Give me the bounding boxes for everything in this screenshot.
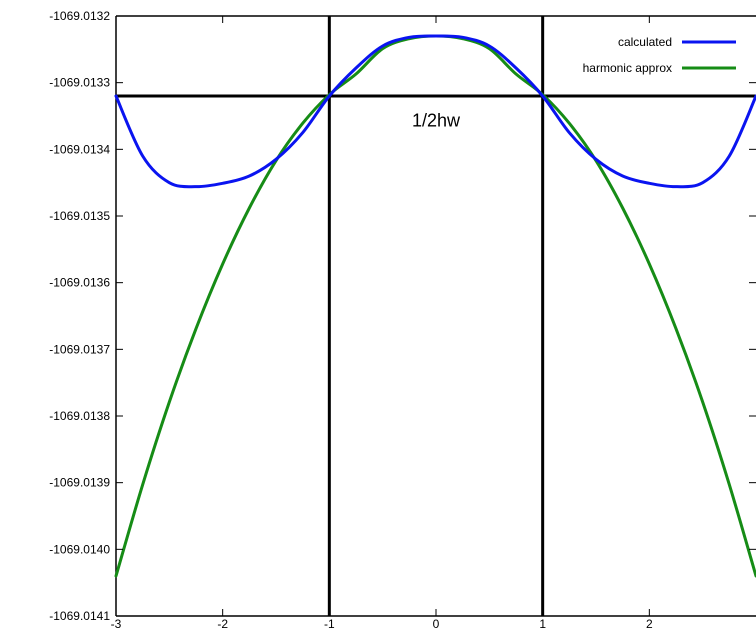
legend-label: calculated <box>618 35 672 49</box>
y-tick-label: -1069.0141 <box>49 609 110 623</box>
x-tick-label: -2 <box>217 617 228 630</box>
annotation-layer: 1/2hw <box>412 111 461 131</box>
plot-frame <box>115 15 756 617</box>
x-tick-label: -1 <box>324 617 335 630</box>
y-tick-label: -1069.0136 <box>49 276 110 290</box>
x-tick-label: 0 <box>433 617 440 630</box>
x-tick-label: 1 <box>539 617 546 630</box>
legend: calculated harmonic approx <box>583 35 736 75</box>
x-axis: -3 -2 -1 0 1 2 <box>111 16 653 630</box>
y-tick-label: -1069.0139 <box>49 476 110 490</box>
x-tick-label: -3 <box>111 617 122 630</box>
y-tick-label: -1069.0137 <box>49 342 110 356</box>
series-layer <box>114 34 756 578</box>
reference-lines <box>116 16 756 616</box>
y-tick-label: -1069.0138 <box>49 409 110 423</box>
y-tick-label: -1069.0140 <box>49 542 110 556</box>
annotation-label: 1/2hw <box>412 111 461 131</box>
y-tick-label: -1069.0132 <box>49 9 110 23</box>
y-tick-label: -1069.0135 <box>49 209 110 223</box>
y-tick-label: -1069.0134 <box>49 142 110 156</box>
legend-label: harmonic approx <box>583 61 672 75</box>
y-axis: -1069.0132 -1069.0133 -1069.0134 -1069.0135… <box>49 9 756 623</box>
y-tick-label: -1069.0133 <box>49 76 110 90</box>
x-tick-label: 2 <box>646 617 653 630</box>
series-line-calculated <box>114 34 756 189</box>
